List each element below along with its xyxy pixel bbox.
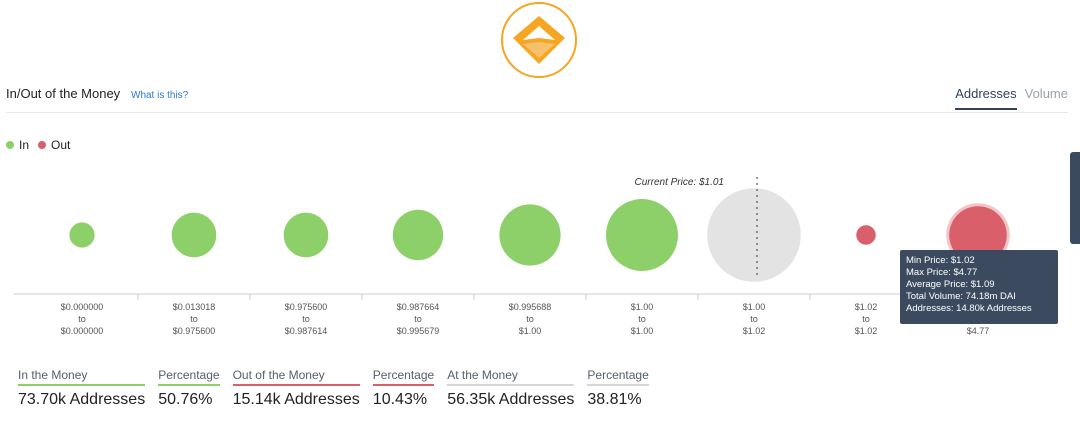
stat-label: Percentage [587, 368, 649, 386]
tooltip-average-price: Average Price: $1.09 [906, 279, 995, 290]
stat-label: In the Money [18, 368, 146, 386]
x-tick-label: $0.995688 [509, 302, 552, 312]
x-tick-label: $0.987664 [397, 302, 440, 312]
bubble-out-8 [949, 206, 1007, 264]
stat-value: 50.76% [158, 391, 213, 408]
x-tick-label: to [190, 314, 198, 324]
stat-value: 15.14k Addresses [232, 391, 360, 408]
x-tick-label: $0.000000 [61, 302, 104, 312]
x-tick-label: to [414, 314, 422, 324]
bubble-in-0 [69, 222, 95, 248]
bubble-in-3 [392, 209, 444, 261]
stat-value: 10.43% [372, 391, 428, 408]
current-price-label: Current Price: $1.01 [635, 177, 725, 188]
bubble-in-5 [606, 199, 678, 271]
bubble-in-2 [283, 212, 329, 258]
x-tick-label: $1.00 [743, 302, 766, 312]
x-tick-label: $0.000000 [61, 326, 104, 336]
legend-out-dot [38, 141, 47, 149]
x-tick-label: to [526, 314, 534, 324]
x-tick-label: $0.975600 [173, 326, 216, 336]
tooltip-addresses: Addresses: 14.80k Addresses [906, 303, 1032, 314]
x-tick-label: $1.02 [855, 302, 878, 312]
bubble-in-1 [171, 212, 217, 258]
bubble-tooltip: Min Price: $1.02 Max Price: $4.77 Averag… [900, 250, 1058, 324]
dai-diamond-icon [513, 16, 565, 64]
stat-in-percentage: Percentage 50.76% [158, 368, 220, 409]
stat-label: Percentage [158, 368, 220, 386]
bubble-at-6 [707, 188, 801, 282]
x-tick-label: $0.995679 [397, 326, 440, 336]
section-title: In/Out of the Money [6, 86, 121, 101]
stat-label: Out of the Money [232, 368, 360, 386]
tab-volume[interactable]: Volume [1024, 86, 1068, 101]
x-tick-label: $1.00 [631, 326, 654, 336]
legend-in-label[interactable]: In [19, 138, 30, 152]
legend-out-label[interactable]: Out [51, 138, 71, 152]
side-drawer-tab[interactable] [1070, 152, 1080, 244]
stat-value: 38.81% [587, 391, 642, 408]
stat-label: At the Money [447, 368, 575, 386]
stat-out-of-the-money: Out of the Money 15.14k Addresses [232, 368, 360, 409]
tooltip-total-volume: Total Volume: 74.18m DAI [906, 291, 1016, 302]
legend-in-dot [6, 141, 14, 149]
x-tick-label: $0.975600 [285, 302, 328, 312]
stat-out-percentage: Percentage 10.43% [372, 368, 435, 409]
stat-at-the-money: At the Money 56.35k Addresses [447, 368, 575, 409]
tooltip-max-price: Max Price: $4.77 [906, 267, 978, 278]
summary-stats: In the Money 73.70k Addresses Percentage… [18, 368, 662, 409]
stat-value: 73.70k Addresses [18, 391, 146, 408]
x-tick-label: $1.02 [855, 326, 878, 336]
x-tick-label: to [302, 314, 310, 324]
x-tick-label: to [750, 314, 758, 324]
chart-legend: In Out [6, 138, 79, 152]
stat-in-the-money: In the Money 73.70k Addresses [18, 368, 146, 409]
x-tick-label: $1.00 [519, 326, 542, 336]
view-tabs: Addresses Volume [955, 86, 1068, 110]
tooltip-min-price: Min Price: $1.02 [906, 255, 975, 266]
token-logo [501, 2, 577, 78]
stat-value: 56.35k Addresses [447, 391, 575, 408]
tab-addresses[interactable]: Addresses [955, 86, 1017, 110]
x-tick-label: $1.02 [743, 326, 766, 336]
bubble-out-7 [856, 225, 876, 245]
bubble-in-4 [499, 204, 561, 266]
x-tick-label: to [638, 314, 646, 324]
what-is-this-link[interactable]: What is this? [131, 90, 189, 101]
stat-label: Percentage [372, 368, 435, 386]
header-divider [6, 112, 1068, 113]
money-bubble-chart: $0.000000 to $0.000000 $0.013018 to $0.975600… [14, 177, 1034, 336]
x-tick-label: $0.013018 [173, 302, 216, 312]
x-tick-label: $1.00 [631, 302, 654, 312]
x-tick-label: $4.77 [967, 326, 990, 336]
x-tick-label: $0.987614 [285, 326, 328, 336]
x-tick-label: to [78, 314, 86, 324]
stat-at-percentage: Percentage 38.81% [587, 368, 649, 409]
x-tick-label: to [862, 314, 870, 324]
